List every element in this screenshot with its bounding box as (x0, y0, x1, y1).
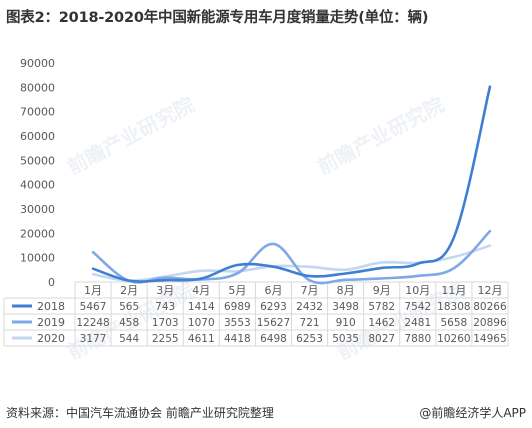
series-line-2018 (91, 85, 492, 283)
y-tick-label: 0 (48, 276, 55, 289)
legend-label: 2019 (37, 316, 65, 329)
data-label: 2481 (404, 317, 431, 329)
legend-label: 2020 (37, 332, 65, 345)
x-tick-label: 7月 (301, 284, 319, 297)
data-label: 910 (336, 317, 356, 329)
data-label: 6253 (296, 333, 323, 345)
data-label: 743 (155, 301, 175, 313)
brand-credit: @前瞻经济学人APP (419, 406, 526, 420)
data-label: 7880 (404, 333, 431, 345)
data-label: 4418 (224, 333, 251, 345)
y-tick-label: 40000 (20, 179, 55, 192)
data-label: 15627 (257, 317, 290, 329)
x-tick-label: 2月 (120, 284, 138, 297)
data-label: 1414 (188, 301, 215, 313)
x-tick-label: 1月 (84, 284, 102, 297)
data-label: 5658 (441, 317, 468, 329)
data-label: 5467 (80, 301, 107, 313)
data-label: 18308 (437, 301, 470, 313)
data-label: 2255 (152, 333, 179, 345)
data-label: 1703 (152, 317, 179, 329)
source-note: 资料来源：中国汽车流通协会 前瞻产业研究院整理 (6, 406, 274, 420)
y-tick-label: 70000 (20, 106, 55, 119)
data-label: 8027 (368, 333, 395, 345)
x-tick-label: 6月 (264, 284, 282, 297)
data-label: 3553 (224, 317, 251, 329)
data-label: 20896 (473, 317, 507, 329)
x-tick-label: 10月 (405, 284, 430, 297)
x-tick-label: 9月 (373, 284, 391, 297)
x-tick-label: 3月 (156, 284, 174, 297)
x-tick-label: 5月 (228, 284, 246, 297)
data-label: 1462 (368, 317, 395, 329)
data-label: 10260 (437, 333, 470, 345)
data-label: 4611 (188, 333, 215, 345)
y-tick-label: 30000 (20, 203, 55, 216)
y-tick-label: 20000 (20, 227, 55, 240)
y-tick-label: 90000 (20, 57, 55, 70)
data-label: 5035 (332, 333, 359, 345)
data-label: 721 (300, 317, 320, 329)
data-label: 6989 (224, 301, 251, 313)
y-tick-label: 50000 (20, 154, 55, 167)
chart-title: 图表2：2018-2020年中国新能源专用车月度销量走势(单位：辆) (6, 10, 429, 26)
y-tick-label: 10000 (20, 252, 55, 265)
x-tick-label: 11月 (441, 284, 466, 297)
data-label: 3498 (332, 301, 359, 313)
data-label: 14965 (473, 333, 506, 345)
legend-label: 2018 (37, 300, 65, 313)
y-tick-label: 60000 (20, 130, 55, 143)
data-label: 12248 (76, 317, 109, 329)
data-label: 80266 (473, 301, 507, 313)
data-label: 7542 (404, 301, 431, 313)
data-label: 565 (119, 301, 139, 313)
data-label: 5782 (368, 301, 395, 313)
y-tick-label: 80000 (20, 81, 55, 94)
x-tick-label: 12月 (477, 284, 502, 297)
series-line-2019 (91, 229, 492, 285)
data-label: 2432 (296, 301, 323, 313)
data-label: 3177 (80, 333, 107, 345)
x-tick-label: 4月 (192, 284, 210, 297)
data-label: 6498 (260, 333, 287, 345)
data-label: 1070 (188, 317, 215, 329)
data-label: 544 (119, 333, 139, 345)
data-label: 6293 (260, 301, 287, 313)
x-tick-label: 8月 (337, 284, 355, 297)
data-label: 458 (119, 317, 139, 329)
